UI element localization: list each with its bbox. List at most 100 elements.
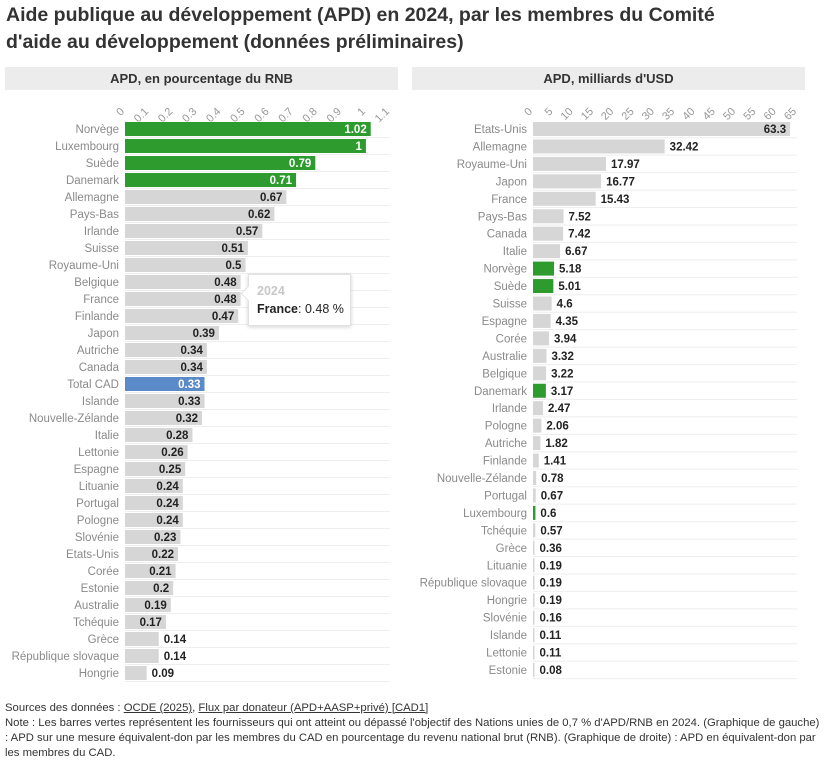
bar-australie[interactable] (533, 348, 547, 363)
source-link-flows[interactable]: Flux par donateur (APD+AASP+privé) [CAD1… (198, 702, 429, 714)
bar-autriche[interactable] (533, 436, 541, 451)
bar-irlande[interactable] (125, 224, 263, 238)
bar-espagne[interactable] (125, 462, 186, 476)
bar-espagne[interactable] (533, 313, 551, 328)
bar-total-cad[interactable] (125, 377, 205, 391)
data-label: 0.19 (540, 578, 562, 590)
data-label: 0.47 (212, 311, 234, 323)
bar-japon[interactable] (125, 326, 219, 340)
bar-danemark[interactable] (533, 383, 546, 398)
data-label: 0.16 (540, 613, 562, 625)
bar-pologne[interactable] (125, 513, 183, 527)
category-label: Norvège (484, 264, 527, 276)
bar-tchequie[interactable] (125, 615, 166, 629)
bar-royaume-uni[interactable] (533, 156, 606, 171)
x-tick-label: 20 (599, 106, 616, 123)
bar-france[interactable] (125, 292, 241, 306)
bar-canada[interactable] (533, 226, 564, 241)
data-label: 6.67 (565, 246, 587, 258)
category-label: Portugal (484, 490, 527, 502)
source-link-oecd[interactable]: OCDE (2025) (123, 702, 193, 714)
bar-suisse[interactable] (533, 296, 552, 311)
x-tick-label: 1.1 (373, 106, 392, 125)
bar-italie[interactable] (125, 428, 193, 442)
data-label: 0.14 (164, 651, 187, 663)
bar-etats-unis[interactable] (533, 122, 791, 136)
bar-italie[interactable] (533, 244, 561, 259)
data-label: 1 (356, 141, 363, 153)
bar-irlande[interactable] (533, 401, 544, 416)
category-label: Japon (88, 328, 119, 340)
bar-portugal[interactable] (533, 488, 536, 503)
bar-finlande[interactable] (125, 309, 239, 323)
bar-suede[interactable] (533, 279, 554, 294)
bar-hongrie[interactable] (125, 666, 147, 680)
bar-hongrie[interactable] (533, 593, 535, 608)
bar-pays-bas[interactable] (533, 209, 564, 224)
data-label: 0.34 (181, 362, 204, 374)
bar-suisse[interactable] (125, 241, 248, 255)
bar-portugal[interactable] (125, 496, 183, 510)
bar-finlande[interactable] (533, 453, 539, 468)
bar-allemagne[interactable] (533, 139, 665, 154)
bar-france[interactable] (533, 191, 596, 206)
data-label: 0.32 (176, 413, 198, 425)
data-label: 0.57 (236, 226, 258, 238)
bar-estonie[interactable] (533, 662, 535, 677)
bar-etats-unis[interactable] (125, 547, 178, 561)
data-label: 2.47 (548, 403, 570, 415)
bar-pologne[interactable] (533, 418, 542, 433)
bar-canada[interactable] (125, 360, 207, 374)
category-label: Lituanie (79, 481, 119, 493)
bar-royaume-uni[interactable] (125, 258, 246, 272)
bar-grece[interactable] (125, 632, 159, 646)
category-label: Irlande (84, 226, 119, 238)
bar-coree[interactable] (533, 331, 550, 346)
category-label: Tchéquie (481, 525, 527, 537)
bar-japon[interactable] (533, 174, 602, 189)
category-label: Espagne (482, 316, 527, 328)
bar-islande[interactable] (533, 628, 535, 643)
bar-republique-slovaque[interactable] (533, 575, 535, 590)
bar-norvege[interactable] (125, 122, 371, 136)
data-label: 1.02 (344, 124, 366, 136)
category-label: Total CAD (67, 379, 119, 391)
category-label: Nouvelle-Zélande (29, 413, 119, 425)
data-label: 3.22 (551, 368, 573, 380)
bar-lettonie[interactable] (125, 445, 188, 459)
data-label: 0.19 (144, 600, 166, 612)
bar-norvege[interactable] (533, 261, 555, 276)
bar-coree[interactable] (125, 564, 176, 578)
data-label: 0.24 (156, 515, 179, 527)
bar-grece[interactable] (533, 540, 535, 555)
data-label: 0.48 (214, 277, 237, 289)
bar-allemagne[interactable] (125, 190, 287, 204)
bar-slovenie[interactable] (533, 610, 535, 625)
bar-islande[interactable] (125, 394, 205, 408)
bar-danemark[interactable] (125, 173, 297, 187)
category-label: Pays-Bas (478, 211, 527, 223)
bar-nouvelle-zelande[interactable] (533, 471, 537, 485)
bar-tchequie[interactable] (533, 523, 536, 538)
bar-nouvelle-zelande[interactable] (125, 411, 203, 425)
bar-luxembourg[interactable] (125, 139, 366, 153)
bar-autriche[interactable] (125, 343, 207, 357)
bar-lettonie[interactable] (533, 645, 535, 660)
bar-luxembourg[interactable] (533, 505, 536, 520)
bar-lituanie[interactable] (125, 479, 183, 493)
data-label: 16.77 (606, 176, 635, 188)
bar-estonie[interactable] (125, 581, 174, 595)
bar-australie[interactable] (125, 598, 171, 612)
bar-lituanie[interactable] (533, 558, 535, 573)
bar-suede[interactable] (125, 156, 316, 170)
x-tick-label: 0 (114, 106, 127, 119)
bar-pays-bas[interactable] (125, 207, 275, 221)
bar-belgique[interactable] (533, 366, 547, 381)
footer: Sources des données : OCDE (2025), Flux … (5, 701, 820, 761)
bar-slovenie[interactable] (125, 530, 181, 544)
x-tick-label: 65 (782, 106, 799, 123)
bar-belgique[interactable] (125, 275, 241, 289)
category-label: Allemagne (473, 141, 527, 153)
bar-republique-slovaque[interactable] (125, 649, 159, 663)
category-label: Lettonie (486, 648, 527, 660)
